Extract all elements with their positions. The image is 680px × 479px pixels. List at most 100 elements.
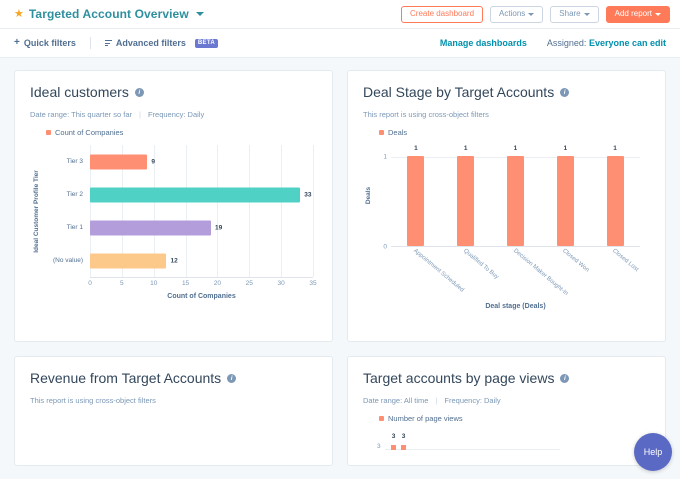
bar-value-label: 1 [463, 145, 468, 152]
card-title: Target accounts by page views i [363, 370, 650, 386]
card-title-text: Ideal customers [30, 84, 129, 100]
manage-dashboards-link[interactable]: Manage dashboards [439, 38, 527, 48]
bar-category-label: Tier 2 [66, 191, 83, 198]
x-axis-line [90, 277, 313, 278]
bar-row: Tier 2 33 [44, 178, 313, 211]
bar-value-label: 1 [563, 145, 568, 152]
divider [89, 37, 91, 49]
plus-icon: + [14, 37, 20, 48]
add-report-button[interactable]: Add report [605, 5, 670, 23]
chart-gridlines [90, 145, 314, 277]
x-axis-tick-label: Decision Maker Bought-In [511, 248, 569, 297]
x-axis-tick-label: Appointment Scheduled [412, 248, 465, 294]
bar-column: 1 [407, 145, 425, 246]
horizontal-bar-chart: Ideal Customer Profile Tier Tier 3 9 Tier … [30, 145, 317, 313]
dashboard-title-menu[interactable]: ★ Targeted Account Overview [14, 7, 204, 21]
x-axis-title: Deal stage (Deals) [485, 303, 546, 310]
cross-object-filter-note: This report is using cross-object filter… [30, 396, 156, 405]
chevron-down-icon[interactable] [195, 12, 204, 16]
legend-label: Deals [388, 128, 408, 137]
x-axis-tick-label: 10 [150, 280, 158, 287]
bar-value-label: 9 [151, 158, 155, 165]
legend-color-swatch [379, 130, 384, 135]
report-card-page-views[interactable]: Target accounts by page views i Date ran… [347, 356, 666, 466]
date-range-label: Date range: This quarter so far [30, 110, 132, 119]
card-meta: This report is using cross-object filter… [363, 110, 650, 119]
bar[interactable] [90, 154, 148, 169]
report-card-revenue[interactable]: Revenue from Target Accounts i This repo… [14, 356, 333, 466]
assigned-value[interactable]: Everyone can edit [588, 38, 666, 48]
bar-track: 9 [90, 145, 313, 178]
advanced-filters-button[interactable]: Advanced filters BETA [104, 38, 218, 48]
bar-category-label: Tier 3 [66, 158, 83, 165]
x-axis-ticks: 0 5 10 15 20 25 30 35 [88, 280, 316, 292]
y-axis-tick-label: 1 [383, 153, 387, 161]
x-axis-tick-label: 0 [88, 280, 92, 287]
bar[interactable] [457, 156, 475, 246]
card-title-text: Deal Stage by Target Accounts [363, 84, 555, 100]
actions-button-label: Actions [499, 9, 526, 18]
bar-row: Tier 1 19 [44, 211, 313, 244]
bar-row: (No value) 12 [44, 244, 313, 277]
page-title: Targeted Account Overview [28, 7, 189, 21]
bar-value-label: 19 [215, 224, 223, 231]
bar-track: 19 [90, 211, 313, 244]
bar[interactable] [556, 156, 574, 246]
report-card-deal-stage[interactable]: Deal Stage by Target Accounts i This rep… [347, 70, 666, 342]
filter-lines-icon [104, 40, 112, 46]
chevron-down-icon [528, 12, 535, 16]
bar-value-label: 12 [170, 257, 178, 264]
create-dashboard-button[interactable]: Create dashboard [401, 5, 484, 23]
bar-column: 1 [556, 145, 574, 246]
add-report-button-label: Add report [614, 9, 652, 18]
info-icon[interactable]: i [134, 87, 144, 97]
chart-legend: Deals [379, 128, 650, 137]
card-title-text: Revenue from Target Accounts [30, 370, 222, 386]
bar-column: 1 [457, 145, 475, 246]
share-button[interactable]: Share [550, 5, 599, 23]
divider: | [435, 396, 438, 405]
bar-value-label: 1 [414, 145, 418, 152]
chart-legend: Count of Companies [46, 128, 317, 137]
info-icon[interactable]: i [560, 87, 570, 97]
chevron-down-icon [655, 12, 661, 16]
bar[interactable] [90, 220, 212, 235]
y-axis-title: Deals [365, 186, 373, 204]
info-icon[interactable]: i [560, 373, 570, 383]
dashboard-grid: Ideal customers i Date range: This quart… [0, 58, 680, 478]
info-icon[interactable]: i [227, 373, 237, 383]
bar[interactable] [506, 156, 524, 246]
quick-filters-button[interactable]: + Quick filters [14, 37, 76, 49]
x-axis-tick-label: 15 [181, 280, 190, 287]
star-icon[interactable]: ★ [14, 7, 24, 20]
filter-bar: + Quick filters Advanced filters BETA Ma… [0, 29, 680, 58]
report-card-ideal-customers[interactable]: Ideal customers i Date range: This quart… [14, 70, 333, 342]
bar[interactable] [606, 156, 624, 246]
cross-object-filter-note: This report is using cross-object filter… [363, 110, 489, 119]
legend-color-swatch [379, 416, 384, 421]
actions-button[interactable]: Actions [490, 5, 544, 23]
bar-value-label: 1 [513, 145, 518, 152]
bar[interactable] [391, 445, 396, 450]
bar-category-label: Tier 1 [66, 224, 83, 231]
help-button[interactable]: Help [634, 433, 672, 471]
advanced-filters-label: Advanced filters [115, 38, 186, 48]
bar[interactable] [401, 445, 406, 450]
x-axis-tick-label: 30 [277, 280, 285, 287]
bar[interactable] [90, 253, 167, 268]
bar[interactable] [90, 187, 301, 202]
card-meta: Date range: This quarter so far | Freque… [30, 110, 317, 119]
bar-column: 1 [506, 145, 524, 246]
legend-label: Number of page views [388, 414, 463, 423]
card-title: Ideal customers i [30, 84, 317, 100]
x-axis-title: Count of Companies [167, 293, 236, 300]
bar-value-label: 3 [401, 433, 406, 440]
legend-color-swatch [46, 130, 51, 135]
x-axis-tick-label: Closed Won [561, 248, 591, 274]
bar-column: 1 [606, 145, 624, 246]
frequency-label: Frequency: Daily [444, 396, 501, 405]
bar-category-label: (No value) [53, 257, 83, 264]
bar[interactable] [407, 156, 425, 246]
